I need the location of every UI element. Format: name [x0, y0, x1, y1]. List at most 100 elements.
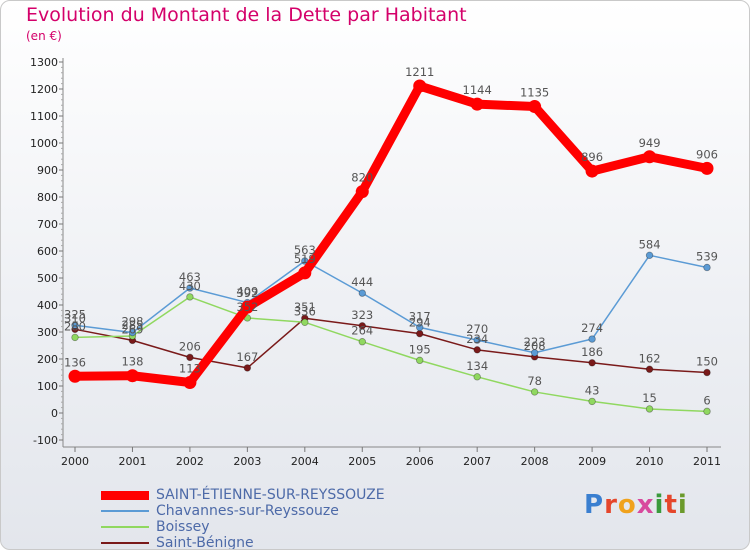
series-point-2: [71, 333, 79, 342]
series-point-1: [186, 284, 194, 292]
series-point-0: [413, 79, 427, 93]
y-tick-label: 800: [37, 191, 58, 204]
x-tick-label: 2011: [693, 455, 721, 468]
series-point-0: [298, 266, 312, 280]
data-label-2: 195: [409, 342, 431, 356]
y-tick-label: 1300: [30, 56, 58, 69]
data-label-3: 208: [524, 339, 546, 353]
y-tick-label: 600: [37, 245, 58, 258]
series-point-2: [358, 338, 366, 346]
series-point-2: [530, 388, 539, 396]
series-point-2: [588, 397, 596, 406]
series-point-1: [473, 336, 481, 344]
x-tick-label: 2001: [118, 455, 146, 468]
legend-item: SAINT-ÉTIENNE-SUR-REYSSOUZE: [101, 487, 385, 503]
series-point-0: [240, 300, 254, 314]
series-point-0: [355, 185, 369, 199]
series-point-1: [416, 323, 424, 332]
series-line-1: [74, 254, 708, 354]
data-label-1: 539: [696, 249, 718, 263]
y-tick-label: 0: [51, 407, 58, 420]
series-point-0: [125, 369, 139, 383]
x-tick-label: 2006: [406, 455, 434, 468]
series-point-3: [186, 353, 194, 362]
data-label-3: 167: [236, 350, 258, 364]
y-tick-label: 500: [37, 272, 58, 285]
data-label-0: 136: [64, 355, 86, 369]
series-point-3: [358, 322, 366, 330]
data-label-2: 430: [179, 279, 201, 293]
legend-swatch: [101, 510, 149, 512]
chart-title: Evolution du Montant de la Dette par Hab…: [26, 4, 467, 26]
data-label-2: 43: [585, 383, 600, 397]
data-label-3: 269: [121, 322, 143, 336]
series-point-0: [528, 100, 542, 114]
data-label-1: 409: [236, 285, 258, 299]
legend-item: Chavannes-sur-Reyssouze: [101, 503, 385, 519]
series-line-0: [70, 81, 712, 387]
series-point-0: [700, 161, 714, 175]
series-point-1: [71, 321, 79, 329]
x-tick-label: 2009: [578, 455, 606, 468]
x-tick-label: 2004: [291, 455, 319, 468]
logo-letter: i: [677, 490, 688, 520]
x-tick-label: 2007: [463, 455, 491, 468]
series-point-2: [473, 373, 481, 381]
series-point-3: [703, 368, 711, 377]
data-label-1: 444: [351, 275, 373, 289]
series-point-3: [473, 346, 481, 354]
data-label-1: 298: [121, 315, 143, 329]
legend-item: Saint-Bénigne: [101, 535, 385, 549]
y-tick-label: 900: [37, 164, 58, 177]
y-tick-label: 1200: [30, 83, 58, 96]
series-point-3: [645, 365, 654, 373]
data-label-1: 274: [581, 321, 603, 335]
series-point-2: [703, 407, 711, 416]
series-point-3: [243, 364, 252, 372]
x-tick-label: 2003: [233, 455, 261, 468]
series-point-2: [186, 293, 194, 301]
chart-legend: SAINT-ÉTIENNE-SUR-REYSSOUZE Chavannes-sur…: [101, 487, 385, 549]
series-point-0: [183, 375, 197, 389]
logo-letter: x: [636, 490, 655, 520]
legend-swatch: [101, 526, 149, 528]
series-point-2: [416, 356, 424, 365]
data-label-1: 584: [639, 237, 661, 251]
data-label-0: 896: [581, 150, 603, 164]
data-label-3: 162: [639, 351, 661, 365]
data-label-0: 138: [121, 355, 143, 369]
data-label-3: 323: [351, 308, 373, 322]
logo-letter: i: [654, 490, 665, 520]
x-tick-label: 2010: [636, 455, 664, 468]
series-point-0: [643, 150, 657, 164]
legend-label: Chavannes-sur-Reyssouze: [156, 503, 339, 519]
data-label-1: 463: [179, 270, 201, 284]
proxiti-logo: Proxiti: [584, 490, 688, 520]
series-line-2: [74, 296, 708, 413]
data-label-2: 78: [527, 374, 542, 388]
x-tick-label: 2005: [348, 455, 376, 468]
legend-label: Boissey: [156, 519, 210, 535]
data-label-3: 150: [696, 355, 718, 369]
data-label-1: 317: [409, 309, 431, 323]
x-tick-label: 2000: [61, 455, 89, 468]
series-point-1: [703, 263, 711, 272]
data-label-0: 519: [294, 252, 316, 266]
data-label-1: 563: [294, 243, 316, 257]
data-label-2: 134: [466, 359, 488, 373]
data-label-0: 906: [696, 147, 718, 161]
data-label-0: 392: [236, 286, 258, 300]
data-label-2: 15: [642, 391, 657, 405]
chart-subtitle: (en €): [26, 29, 62, 43]
logo-letter: r: [604, 490, 618, 520]
legend-item: Boissey: [101, 519, 385, 535]
data-label-3: 234: [466, 332, 488, 346]
series-point-1: [128, 328, 137, 337]
data-label-0: 1211: [405, 65, 434, 79]
data-label-3: 294: [409, 316, 431, 330]
data-label-3: 206: [179, 339, 201, 353]
y-tick-label: 200: [37, 353, 58, 366]
series-point-2: [301, 318, 309, 326]
